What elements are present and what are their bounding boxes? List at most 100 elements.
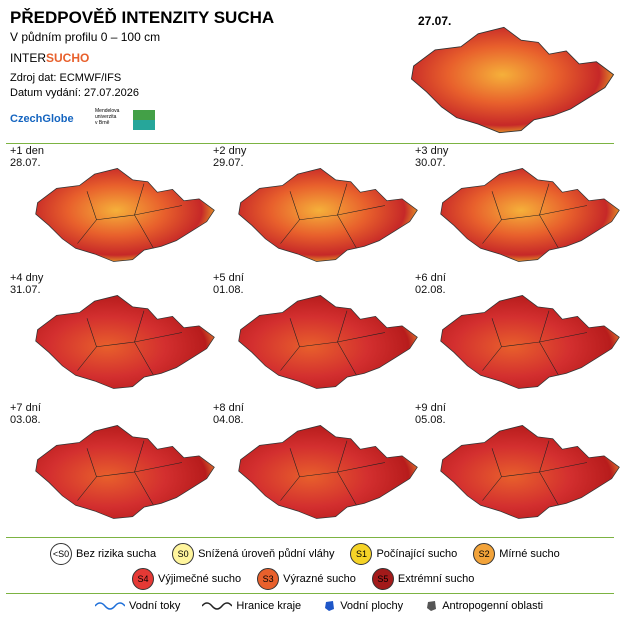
legend-item: S5 Extrémní sucho [371,568,475,590]
legend-item: S2 Mírné sucho [473,543,560,565]
legend-badge: S2 [473,543,496,565]
panel-date: 30.07. [415,157,446,169]
legend-label: Vodní plochy [340,600,404,612]
legend-label: Snížená úroveň půdní vláhy [198,548,335,560]
logo-line: univerzita [95,114,117,120]
region-borders [77,183,183,249]
panel-lead: +2 dny [213,145,247,157]
panel-map [440,294,620,390]
legend-label: Mírné sucho [499,548,560,560]
region-borders [482,183,588,249]
panel-date: 05.08. [415,414,446,426]
logo-line: v Brně [95,120,110,126]
panel-lead: +5 dní [213,272,244,284]
legend-label: Bez rizika sucha [76,548,157,560]
panel-map [35,167,215,263]
legend-item: S1 Počínající sucho [350,543,457,565]
legend-label: Vodní toky [129,600,181,612]
panel-lead: +7 dní [10,402,41,414]
legend-item: S4 Výjimečné sucho [132,568,241,590]
logo-czechglobe: CzechGlobe [10,113,74,125]
panel-lead: +3 dny [415,145,449,157]
legend-row: S4 Výjimečné sucho S3 Výrazné sucho S5 Extrém… [132,568,474,590]
legend-icon [427,601,437,611]
separator [6,143,614,144]
legend-item: Vodní plochy [323,600,403,612]
panel-lead: +1 den [10,145,44,157]
region-borders [280,310,386,376]
legend-label: Výrazné sucho [283,573,356,585]
legend-item: Antropogenní oblasti [425,600,543,612]
brand: INTERSUCHO [10,51,89,65]
legend-label: Antropogenní oblasti [442,600,544,612]
region-borders [280,183,386,249]
legend-badge: S5 [371,568,394,590]
legend-item: Vodní toky [95,600,180,612]
map-shape [238,424,418,520]
brand-prefix: INTER [10,51,46,65]
legend-item: S3 Výrazné sucho [257,568,356,590]
legend-label: Výjimečné sucho [158,573,242,585]
panel-lead: +6 dní [415,272,446,284]
map-shape [238,167,418,263]
legend-badge: S3 [257,568,280,590]
legend-label: Hranice kraje [236,600,302,612]
brand-suffix: SUCHO [46,51,90,65]
legend-label: Extrémní sucho [397,573,475,585]
panel-map [238,294,418,390]
panel-date: 29.07. [213,157,244,169]
map-shape [440,167,620,263]
legend-icon [202,602,233,610]
legend-item: Hranice kraje [202,600,301,612]
source: Zdroj dat: ECMWF/IFS [10,72,122,84]
region-borders [482,440,588,506]
map-shape [35,167,215,263]
panel-map [35,294,215,390]
map-shape [440,424,620,520]
logo-spu [133,110,155,130]
legend-item: <S0 Bez rizika sucha [50,543,156,565]
panel-lead: +9 dní [415,402,446,414]
panel-map [440,167,620,263]
panel-map [35,424,215,520]
separator [6,593,614,594]
legend-icon [325,601,335,611]
map-shape [238,294,418,390]
legend-badge: S0 [172,543,195,565]
legend-row: Vodní toky Hranice kraje Vodní plochy Antro… [95,600,543,612]
logo-line: Mendelova [95,108,120,114]
legend-badge: <S0 [50,543,72,565]
panel-map [238,424,418,520]
subtitle: V půdním profilu 0 – 100 cm [10,30,161,44]
region-borders [280,440,386,506]
region-borders [77,440,183,506]
legend-icon [95,602,125,610]
legend-badge: S1 [350,543,373,565]
legend-badge: S4 [132,568,154,590]
main-map [410,26,615,134]
panel-date: 02.08. [415,284,446,296]
map-shape [440,294,620,390]
map-shape [35,294,215,390]
panel-date: 03.08. [10,414,41,426]
map-shape [35,424,215,520]
panel-date: 31.07. [10,284,41,296]
panel-date: 04.08. [213,414,244,426]
main-date: 27.07. [418,14,452,28]
region-borders [482,310,588,376]
title: PŘEDPOVĚĎ INTENZITY SUCHA [10,8,275,27]
panel-lead: +8 dní [213,402,244,414]
panel-map [238,167,418,263]
issue-date: Datum vydání: 27.07.2026 [10,87,140,99]
legend-label: Počínající sucho [376,548,458,560]
panel-lead: +4 dny [10,272,44,284]
region-borders [77,310,183,376]
legend-row: <S0 Bez rizika sucha S0 Snížená úroveň půdn… [50,543,560,565]
legend-item: S0 Snížená úroveň půdní vláhy [172,543,334,565]
panel-map [440,424,620,520]
panel-date: 28.07. [10,157,41,169]
separator [6,537,614,538]
panel-date: 01.08. [213,284,244,296]
logo-mendelu: Mendelova univerzita v Brně [95,108,119,126]
